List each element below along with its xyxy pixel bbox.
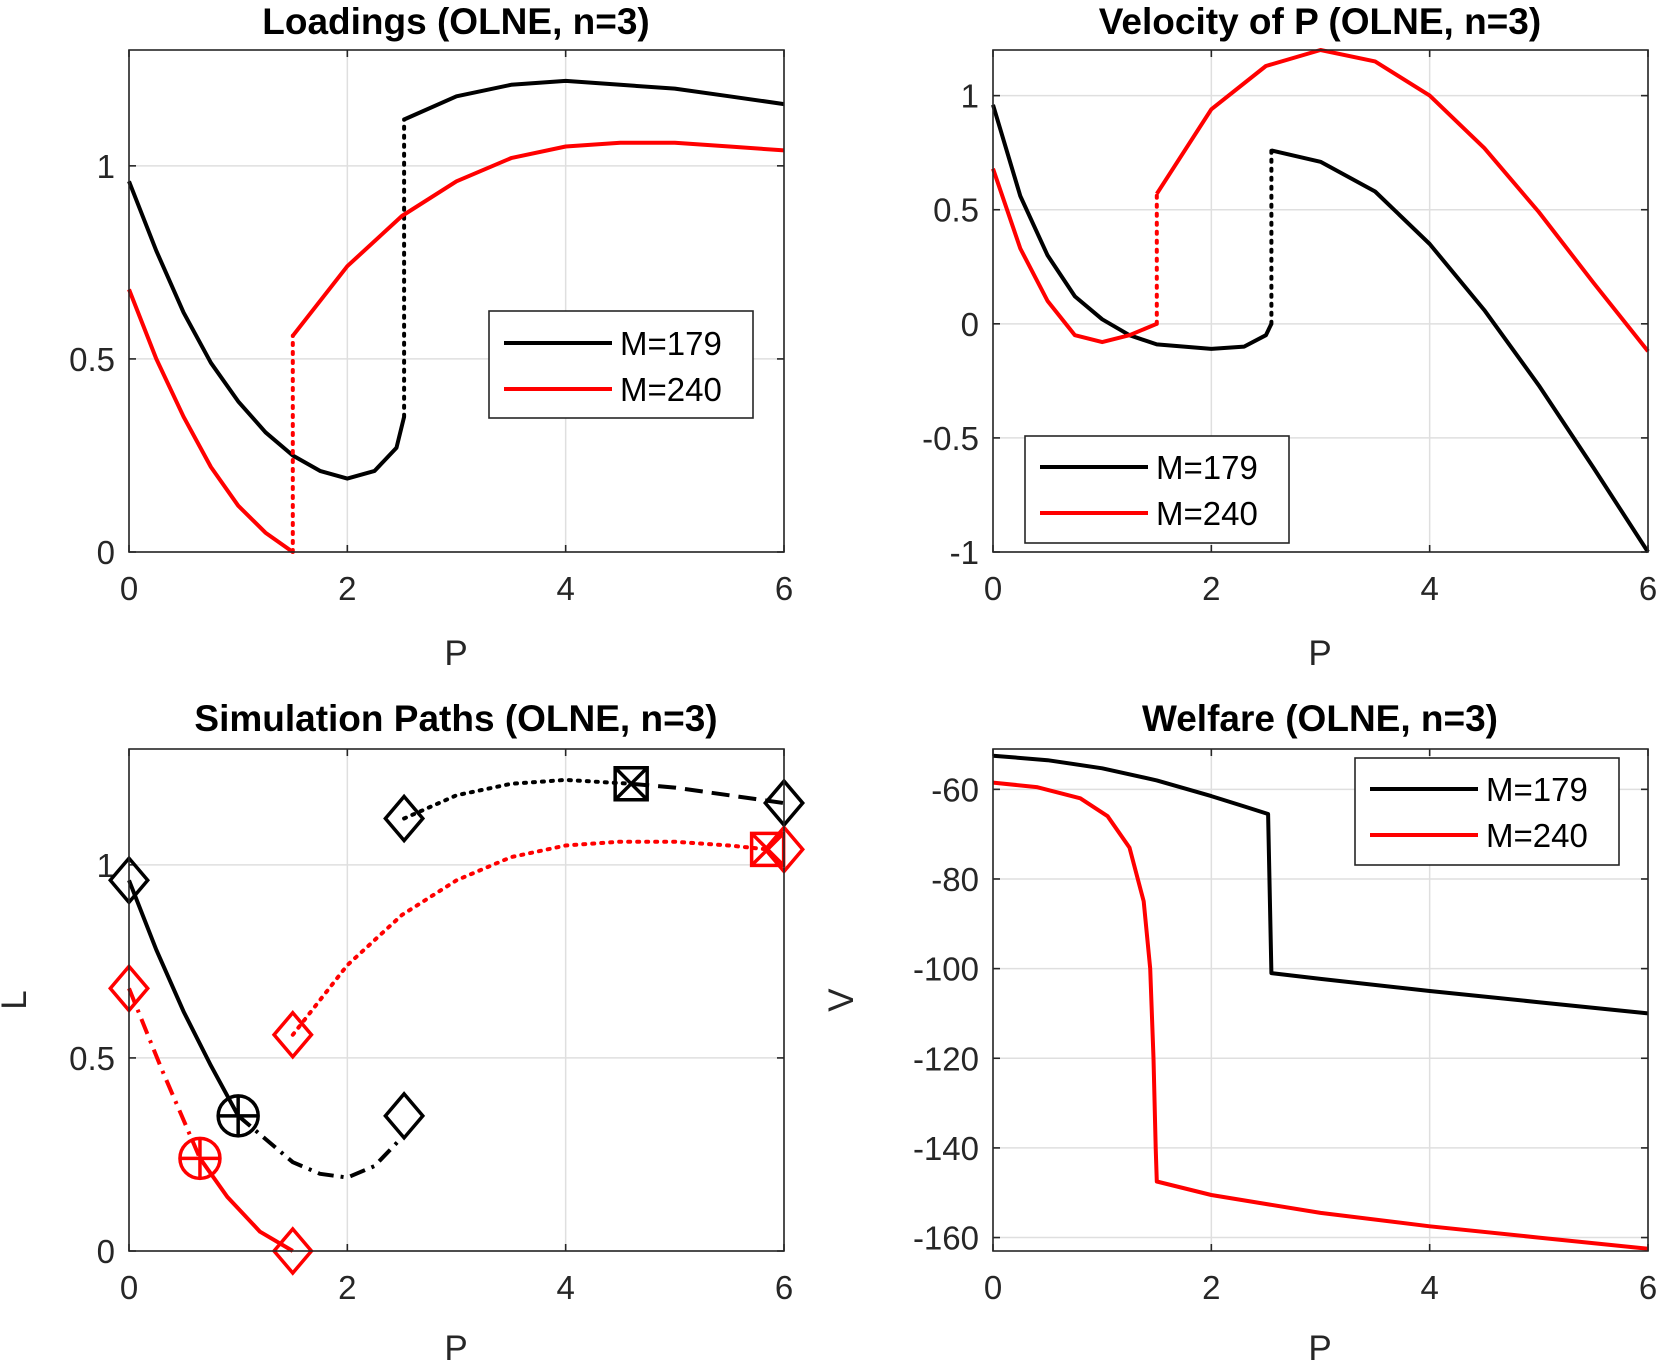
loadings-panel: 0 2 4 6 0 0.5 1 Loadings (OLNE, n=3) P M=179 M… bbox=[69, 1, 793, 673]
legend: M=179 M=240 bbox=[488, 310, 754, 419]
y-tick-label: -140 bbox=[913, 1130, 979, 1167]
marker-diamond bbox=[271, 1226, 314, 1276]
x-tick-label: 0 bbox=[120, 1269, 138, 1306]
series-line-m-240 bbox=[992, 780, 1649, 1251]
marker-diamond bbox=[383, 793, 426, 844]
chart-title: Welfare (OLNE, n=3) bbox=[1142, 698, 1498, 739]
chart-title: Simulation Paths (OLNE, n=3) bbox=[194, 698, 717, 739]
y-axis-label: V bbox=[822, 988, 861, 1012]
x-axis-label: P bbox=[1308, 634, 1331, 673]
series-line-m-179-upper bbox=[1270, 148, 1650, 554]
x-tick-label: 6 bbox=[775, 570, 793, 607]
y-tick-label: -120 bbox=[913, 1040, 979, 1077]
marker-diamond bbox=[271, 1010, 314, 1060]
legend-frame bbox=[488, 310, 754, 419]
series-line-m-240 bbox=[991, 168, 1158, 345]
x-tick-label: 4 bbox=[1420, 570, 1438, 607]
y-tick-label: 1 bbox=[961, 78, 979, 115]
y-tick-label: 0 bbox=[97, 534, 115, 571]
series-line-black-path-3 bbox=[402, 777, 634, 821]
y-axis-label: L bbox=[0, 990, 34, 1009]
x-tick-label: 2 bbox=[338, 570, 356, 607]
x-tick-label: 6 bbox=[1639, 1269, 1657, 1306]
series-line-red-path-2 bbox=[198, 1157, 294, 1253]
y-tick-label: -1 bbox=[950, 534, 979, 571]
y-tick-label: -100 bbox=[913, 951, 979, 988]
legend-frame bbox=[1024, 435, 1290, 544]
legend-label-m240: M=240 bbox=[1156, 495, 1258, 532]
marker-circle-plus bbox=[216, 1094, 260, 1138]
x-tick-label: 2 bbox=[1202, 1269, 1220, 1306]
x-axis-label: P bbox=[1308, 1329, 1331, 1366]
series-line-black-path-2 bbox=[236, 1114, 406, 1180]
series-line-black-path-1 bbox=[127, 879, 240, 1117]
marker-square-x bbox=[613, 766, 649, 802]
x-tick-label: 6 bbox=[775, 1269, 793, 1306]
x-axis-label: P bbox=[444, 634, 467, 673]
x-tick-label: 0 bbox=[120, 570, 138, 607]
series-line-red-path-3 bbox=[290, 839, 770, 1037]
y-tick-label: -60 bbox=[931, 771, 979, 808]
y-tick-label: -80 bbox=[931, 861, 979, 898]
y-tick-label: 0.5 bbox=[69, 1040, 115, 1077]
y-tick-label: -0.5 bbox=[922, 420, 979, 457]
legend: M=179 M=240 bbox=[1354, 757, 1620, 866]
legend-label-m179: M=179 bbox=[1486, 771, 1588, 808]
plot-area-frame bbox=[992, 49, 1649, 553]
x-tick-label: 6 bbox=[1639, 570, 1657, 607]
legend-label-m240: M=240 bbox=[620, 371, 722, 408]
legend-label-m179: M=179 bbox=[1156, 449, 1258, 486]
velocity-panel: 0 2 4 6 -1 -0.5 0 0.5 1 Velocity of P (OLNE, n=3… bbox=[922, 1, 1657, 673]
marker-circle-plus bbox=[178, 1136, 222, 1181]
series-line-m-240-upper bbox=[1155, 48, 1650, 353]
series-line-m-179-upper bbox=[403, 78, 785, 122]
marker-diamond bbox=[383, 1091, 426, 1141]
plot-area-frame bbox=[128, 49, 785, 553]
series-line-m-179 bbox=[127, 180, 407, 481]
y-tick-label: 0.5 bbox=[69, 341, 115, 378]
x-tick-label: 2 bbox=[1202, 570, 1220, 607]
plot-area-frame bbox=[128, 748, 785, 1252]
y-tick-label: -160 bbox=[913, 1220, 979, 1257]
x-tick-label: 4 bbox=[556, 570, 574, 607]
x-tick-label: 0 bbox=[984, 570, 1002, 607]
legend-label-m240: M=240 bbox=[1486, 817, 1588, 854]
plot-area-frame bbox=[992, 748, 1649, 1252]
series-line-m-179 bbox=[992, 753, 1649, 1016]
series-line-m-240-upper bbox=[291, 140, 785, 338]
y-tick-label: 0 bbox=[961, 306, 979, 343]
x-axis-label: P bbox=[444, 1329, 467, 1366]
y-tick-label: 1 bbox=[97, 847, 115, 884]
legend: M=179 M=240 bbox=[1024, 435, 1290, 544]
welfare-panel: 0 2 4 6 -160 -140 -120 -100 -80 -60 Welfare (OLNE… bbox=[822, 698, 1657, 1366]
y-tick-label: 0 bbox=[97, 1233, 115, 1270]
x-tick-label: 2 bbox=[338, 1269, 356, 1306]
y-tick-label: 1 bbox=[97, 148, 115, 185]
legend-frame bbox=[1354, 757, 1620, 866]
legend-label-m179: M=179 bbox=[620, 325, 722, 362]
series-line-m-240 bbox=[127, 288, 294, 554]
x-tick-label: 4 bbox=[556, 1269, 574, 1306]
simulation-paths-panel: 0 2 4 6 0 0.5 1 Simulation Paths (OLNE, n=3) P… bbox=[0, 698, 805, 1366]
x-tick-label: 0 bbox=[984, 1269, 1002, 1306]
x-tick-label: 4 bbox=[1420, 1269, 1438, 1306]
series-line-black-path-4 bbox=[631, 781, 785, 806]
chart-title: Loadings (OLNE, n=3) bbox=[262, 1, 650, 42]
y-tick-label: 0.5 bbox=[933, 192, 979, 229]
chart-title: Velocity of P (OLNE, n=3) bbox=[1099, 1, 1541, 42]
